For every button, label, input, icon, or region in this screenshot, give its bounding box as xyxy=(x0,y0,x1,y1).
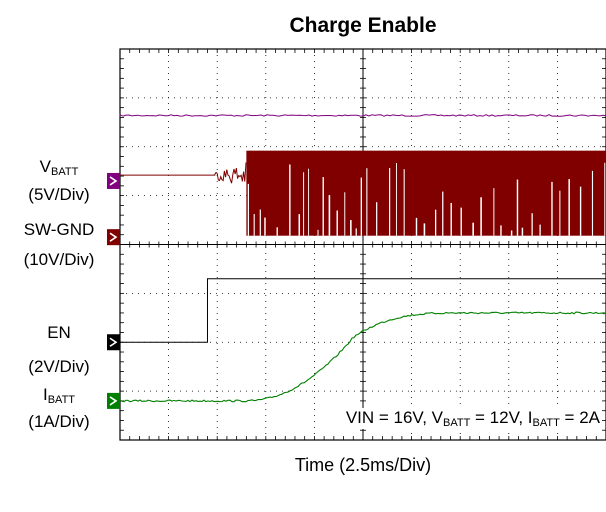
ch3-marker-arrow xyxy=(109,337,118,347)
trace-en xyxy=(120,278,606,343)
trace-sw-gnd xyxy=(120,162,247,184)
ch4-marker-arrow xyxy=(109,396,118,406)
ch1-label: VBATT xyxy=(39,157,79,178)
x-axis-label: Time (2.5ms/Div) xyxy=(294,455,432,475)
chart-title: Charge Enable xyxy=(289,14,437,37)
trace-sw-gnd-switching xyxy=(246,150,606,236)
ch1-scale: (5V/Div) xyxy=(28,185,90,204)
trace-vbatt xyxy=(119,113,606,117)
ch2-label: SW-GND xyxy=(23,220,95,239)
ch2-marker-arrow xyxy=(109,232,118,242)
test-conditions-annotation: VIN = 16V, VBATT = 12V, IBATT = 2A xyxy=(343,408,602,429)
ch2-scale: (10V/Div) xyxy=(23,250,95,269)
ch4-label: IBATT xyxy=(42,385,76,406)
ch3-scale: (2V/Div) xyxy=(28,357,90,376)
ch3-label: EN xyxy=(47,323,71,342)
ch4-scale: (1A/Div) xyxy=(28,412,90,431)
trace-ibatt xyxy=(119,311,606,403)
ch1-marker-arrow xyxy=(109,176,118,186)
